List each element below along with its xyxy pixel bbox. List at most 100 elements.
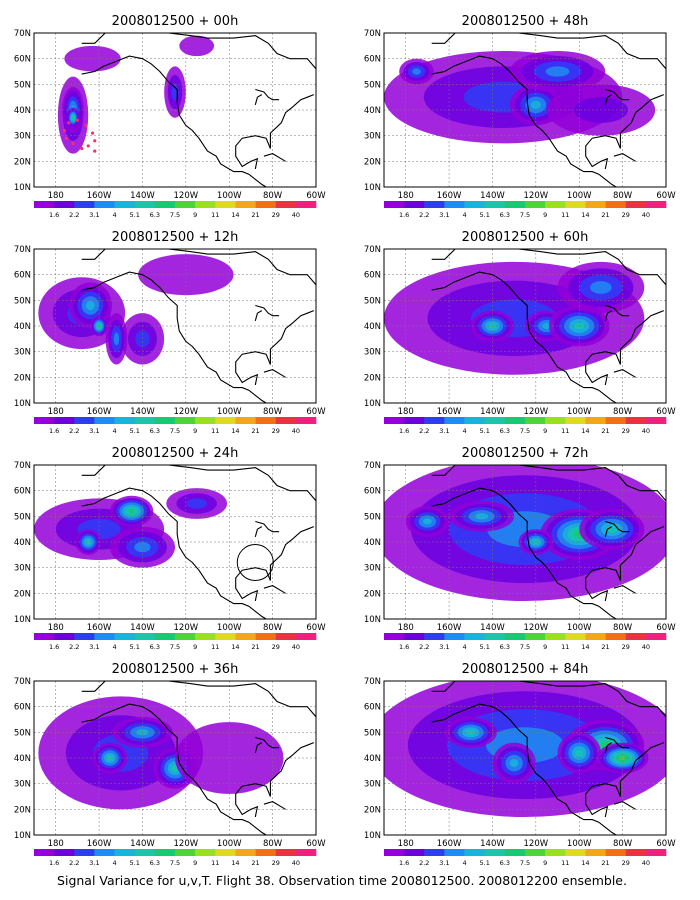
lat-tick-label: 50N [364, 80, 381, 90]
lon-tick-label: 160W [87, 839, 112, 849]
colorbar-swatch [565, 417, 586, 424]
colorbar-swatch [585, 633, 606, 640]
variance-contour [509, 759, 519, 768]
colorbar-swatch [175, 633, 196, 640]
lat-tick-label: 10N [364, 831, 381, 841]
colorbar-label: 6.3 [500, 211, 510, 219]
colorbar-swatch [545, 417, 566, 424]
lon-tick-label: 140W [480, 407, 505, 417]
colorbar-label: 9 [543, 211, 547, 219]
variance-contour [590, 281, 612, 294]
lon-tick-label: 160W [87, 407, 112, 417]
lat-tick-label: 50N [364, 728, 381, 738]
colorbar-label: 9 [543, 643, 547, 651]
colorbar-label: 11 [211, 859, 219, 867]
lat-tick-label: 60N [14, 271, 31, 281]
lat-tick-label: 10N [14, 831, 31, 841]
lat-tick-label: 10N [364, 183, 381, 193]
gridlines [34, 249, 316, 403]
colorbar-swatch [424, 633, 445, 640]
variance-contour [107, 755, 113, 761]
colorbar-label: 21 [601, 643, 609, 651]
gridlines [384, 465, 666, 619]
track-point [71, 141, 75, 145]
colorbar-label: 14 [231, 643, 239, 651]
lon-tick-label: 120W [524, 839, 549, 849]
colorbar-label: 5.1 [480, 211, 490, 219]
colorbar-label: 5.1 [480, 859, 490, 867]
variance-contour [606, 525, 618, 533]
track-point [93, 149, 97, 153]
lon-tick-label: 60W [306, 407, 326, 417]
map-frame [383, 680, 667, 836]
variance-contour [72, 116, 74, 120]
colorbar-label: 2.2 [419, 211, 429, 219]
colorbar-swatch [235, 849, 256, 856]
lat-tick-label: 30N [14, 132, 31, 142]
colorbar-label: 5.1 [480, 427, 490, 435]
colorbar-label: 1.6 [49, 643, 59, 651]
colorbar-label: 11 [211, 643, 219, 651]
lat-tick-label: 40N [14, 754, 31, 764]
colorbar-swatch [625, 201, 647, 208]
colorbar-label: 11 [561, 427, 569, 435]
colorbar-swatch [585, 417, 606, 424]
colorbar-label: 9 [193, 859, 197, 867]
colorbar-swatch [175, 417, 196, 424]
colorbar-label: 29 [622, 859, 630, 867]
panel-title: 2008012500 + 72h [462, 446, 589, 461]
variance-contour [466, 729, 476, 735]
lon-tick-label: 100W [567, 623, 592, 633]
variance-field [384, 681, 666, 835]
colorbar-label: 3.1 [439, 427, 449, 435]
lat-tick-label: 20N [14, 373, 31, 383]
colorbar-label: 11 [211, 211, 219, 219]
colorbar-label: 5.1 [130, 859, 140, 867]
colorbar-swatch [94, 633, 115, 640]
colorbar-swatch [114, 633, 136, 640]
colorbar-label: 14 [581, 859, 589, 867]
colorbar-label: 11 [561, 643, 569, 651]
colorbar-label: 7.5 [520, 211, 530, 219]
colorbar-label: 6.3 [150, 859, 160, 867]
colorbar-swatch [605, 849, 627, 856]
colorbar-swatch [545, 633, 566, 640]
colorbar-swatch [195, 417, 216, 424]
colorbar-swatch [444, 201, 465, 208]
variance-contour [423, 518, 432, 525]
variance-field [384, 465, 666, 619]
lat-tick-label: 60N [364, 271, 381, 281]
colorbar-swatch [154, 849, 176, 856]
colorbar-label: 14 [581, 427, 589, 435]
colorbar-swatch [134, 849, 156, 856]
colorbar: 1.6 2.2 3.1 4 5.1 6.3 7.5 9 11 14 21 29 40 [384, 417, 667, 435]
colorbar-label: 2.2 [419, 859, 429, 867]
colorbar-swatch [384, 849, 405, 856]
coastlines [431, 249, 666, 403]
colorbar-swatch [645, 417, 667, 424]
colorbar-label: 1.6 [399, 211, 409, 219]
colorbar-swatch [215, 849, 236, 856]
colorbar-swatch [605, 201, 627, 208]
colorbar-swatch [525, 633, 546, 640]
colorbar-swatch [215, 417, 236, 424]
colorbar-label: 7.5 [170, 859, 180, 867]
colorbar-label: 11 [561, 859, 569, 867]
colorbar-label: 3.1 [89, 211, 99, 219]
lon-tick-label: 80W [613, 407, 633, 417]
colorbar-swatch [464, 633, 486, 640]
gridlines [384, 33, 666, 187]
lat-tick-label: 10N [364, 615, 381, 625]
lat-tick-label: 70N [364, 677, 381, 687]
colorbar-label: 6.3 [500, 427, 510, 435]
colorbar-swatch [504, 201, 526, 208]
colorbar-label: 2.2 [69, 211, 79, 219]
variance-contour [542, 322, 552, 330]
colorbar-swatch [295, 417, 317, 424]
colorbar-swatch [645, 201, 667, 208]
colorbar-swatch [134, 417, 156, 424]
colorbar-label: 40 [642, 427, 650, 435]
map-frame [33, 248, 317, 404]
colorbar-label: 21 [251, 859, 259, 867]
colorbar-label: 3.1 [89, 643, 99, 651]
